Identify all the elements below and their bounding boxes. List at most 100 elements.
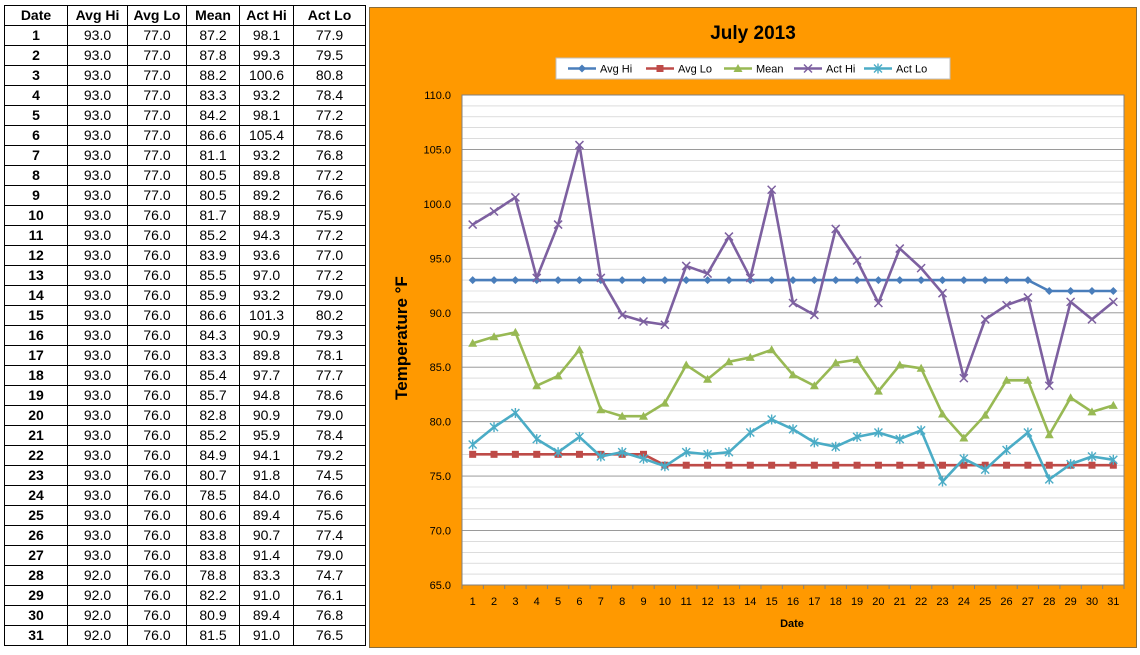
table-cell: 93.0 — [67, 105, 128, 126]
column-header: Act Hi — [239, 5, 294, 26]
data-point — [831, 358, 841, 367]
table-cell: 99.3 — [239, 45, 294, 66]
table-cell: 90.9 — [239, 325, 294, 346]
table-cell: 76.1 — [293, 585, 366, 606]
table-cell: 74.5 — [293, 465, 366, 486]
table-cell: 87.2 — [186, 25, 240, 46]
table-cell: 25 — [4, 505, 68, 526]
data-point — [490, 276, 499, 285]
x-tick-label: 4 — [534, 596, 540, 608]
data-point — [938, 461, 946, 469]
data-point — [873, 63, 883, 74]
table-cell: 1 — [4, 25, 68, 46]
data-point — [533, 450, 541, 458]
table-cell: 28 — [4, 565, 68, 586]
data-point — [1066, 287, 1075, 295]
x-tick-label: 18 — [830, 596, 842, 608]
table-cell: 77.0 — [127, 165, 187, 186]
table-row: 20 93.0 76.0 82.8 90.9 79.0 — [4, 405, 366, 426]
data-point — [682, 276, 691, 285]
plot-area: 65.070.075.080.085.090.095.0100.0105.011… — [423, 90, 1125, 608]
data-point — [745, 427, 755, 438]
data-point — [810, 276, 819, 285]
data-point — [1002, 300, 1012, 310]
table-cell: 88.9 — [239, 205, 294, 226]
table-row: 13 93.0 76.0 85.5 97.0 77.2 — [4, 265, 366, 286]
data-point — [733, 64, 743, 72]
table-row: 12 93.0 76.0 83.9 93.6 77.0 — [4, 245, 366, 266]
data-point — [596, 273, 606, 283]
table-row: 4 93.0 77.0 83.3 93.2 78.4 — [4, 85, 366, 106]
table-cell: 22 — [4, 445, 68, 466]
table-cell: 93.0 — [67, 205, 128, 226]
x-axis-title: Date — [780, 618, 804, 630]
table-cell: 77.2 — [293, 265, 366, 286]
legend-box — [555, 57, 951, 80]
data-point — [960, 461, 968, 469]
table-cell: 80.9 — [186, 605, 240, 626]
data-point — [553, 220, 563, 230]
table-row: 3 93.0 77.0 88.2 100.6 80.8 — [4, 65, 366, 86]
table-cell: 93.0 — [67, 65, 128, 86]
data-point — [704, 461, 712, 469]
table-cell: 12 — [4, 245, 68, 266]
table-cell: 11 — [4, 225, 68, 246]
table-cell: 77.0 — [127, 105, 187, 126]
table-row: 30 92.0 76.0 80.9 89.4 76.8 — [4, 605, 366, 626]
table-cell: 105.4 — [239, 125, 294, 146]
table-cell: 88.2 — [186, 65, 240, 86]
table-cell: 8 — [4, 165, 68, 186]
data-point — [724, 232, 734, 242]
table-row: 8 93.0 77.0 80.5 89.8 77.2 — [4, 165, 366, 186]
x-tick-label: 22 — [915, 596, 927, 608]
table-row: 22 93.0 76.0 84.9 94.1 79.2 — [4, 445, 366, 466]
data-point — [1002, 444, 1012, 455]
table-cell: 93.0 — [67, 225, 128, 246]
table-cell: 83.3 — [186, 345, 240, 366]
table-cell: 78.5 — [186, 485, 240, 506]
table-cell: 80.8 — [293, 65, 366, 86]
table-cell: 82.8 — [186, 405, 240, 426]
column-header: Mean — [186, 5, 240, 26]
x-tick-label: 5 — [555, 596, 561, 608]
table-cell: 2 — [4, 45, 68, 66]
table-row: 7 93.0 77.0 81.1 93.2 76.8 — [4, 145, 366, 166]
data-point — [553, 371, 563, 380]
data-point — [1003, 461, 1011, 469]
column-header: Avg Hi — [67, 5, 128, 26]
table-cell: 85.4 — [186, 365, 240, 386]
table-cell: 76.0 — [127, 585, 187, 606]
y-tick-label: 75.0 — [430, 471, 451, 483]
data-point — [831, 276, 840, 285]
table-cell: 89.8 — [239, 345, 294, 366]
table-cell: 76.5 — [293, 625, 366, 646]
data-point — [916, 263, 926, 273]
legend-entry-act-hi: Act Hi — [794, 64, 855, 76]
y-tick-label: 80.0 — [430, 417, 451, 429]
data-point — [809, 437, 819, 448]
table-cell: 93.0 — [67, 85, 128, 106]
data-point — [617, 411, 627, 420]
y-axis-title: Temperature °F — [392, 276, 411, 400]
x-tick-label: 15 — [766, 596, 778, 608]
table-cell: 85.7 — [186, 385, 240, 406]
table-cell: 10 — [4, 205, 68, 226]
data-point — [1023, 375, 1033, 384]
data-point — [917, 461, 925, 469]
table-cell: 93.0 — [67, 485, 128, 506]
table-row: 10 93.0 76.0 81.7 88.9 75.9 — [4, 205, 366, 226]
table-cell: 76.8 — [293, 605, 366, 626]
data-point — [660, 461, 670, 472]
data-point — [853, 276, 862, 285]
table-cell: 7 — [4, 145, 68, 166]
y-tick-label: 100.0 — [423, 199, 451, 211]
data-point — [746, 461, 754, 469]
table-cell: 20 — [4, 405, 68, 426]
data-point — [874, 276, 883, 285]
data-point — [789, 276, 797, 285]
data-point — [532, 273, 542, 283]
data-point — [1045, 461, 1053, 469]
y-tick-label: 90.0 — [430, 308, 451, 320]
table-cell: 84.9 — [186, 445, 240, 466]
x-tick-label: 25 — [979, 596, 991, 608]
